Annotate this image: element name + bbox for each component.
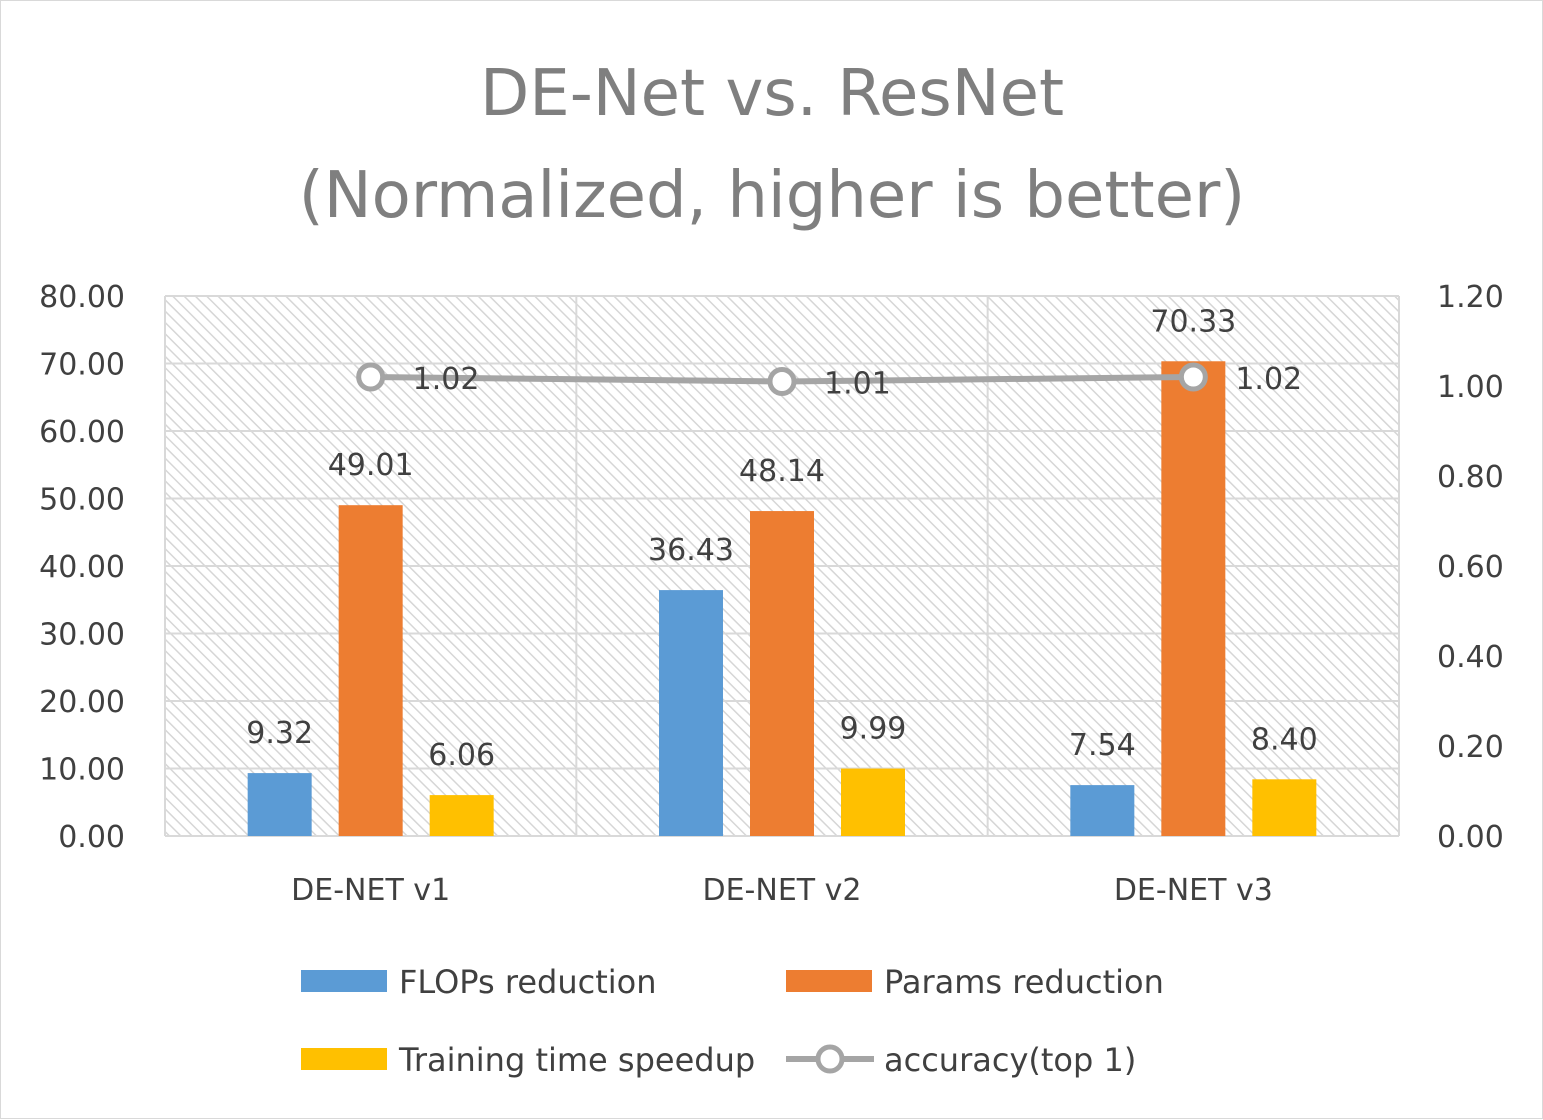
y-right-tick-label: 1.20 <box>1437 280 1504 315</box>
data-label-accuracy-top-1-de-net-v3: 1.02 <box>1235 362 1302 397</box>
data-label-training-time-speedup-de-net-v2: 9.99 <box>840 712 907 747</box>
y-left-tick-label: 70.00 <box>39 348 125 383</box>
bar-params-reduction-de-net-v2 <box>750 511 814 836</box>
y-left-tick-label: 0.00 <box>58 820 125 855</box>
y-right-tick-label: 0.00 <box>1437 820 1504 855</box>
y-left-tick-label: 20.00 <box>39 685 125 720</box>
legend-swatch-params-reduction <box>786 970 872 992</box>
y-left-tick-label: 10.00 <box>39 753 125 788</box>
bar-flops-reduction-de-net-v1 <box>247 773 312 836</box>
y-right-tick-label: 1.00 <box>1437 370 1504 405</box>
bar-training-time-speedup-de-net-v1 <box>429 795 494 836</box>
y-axis-left: 0.00 10.00 20.00 30.00 40.00 50.00 60.00 70.00 8… <box>39 280 125 855</box>
y-left-tick-label: 60.00 <box>39 415 125 450</box>
bar-series-group <box>247 361 1317 836</box>
bar-training-time-speedup-de-net-v2 <box>841 768 905 836</box>
data-label-accuracy-top-1-de-net-v2: 1.01 <box>824 367 891 402</box>
data-label-flops-reduction-de-net-v2: 36.43 <box>648 533 734 568</box>
point-accuracy-top-1-de-net-v3 <box>1178 362 1208 392</box>
legend-label-accuracy-top-1: accuracy(top 1) <box>884 1041 1136 1079</box>
y-left-tick-label: 40.00 <box>39 550 125 585</box>
data-label-training-time-speedup-de-net-v3: 8.40 <box>1251 722 1318 757</box>
point-accuracy-top-1-de-net-v2 <box>767 367 797 396</box>
y-left-tick-label: 30.00 <box>39 618 125 653</box>
y-left-tick-label: 50.00 <box>39 483 125 518</box>
bar-flops-reduction-de-net-v2 <box>659 590 723 836</box>
bar-params-reduction-de-net-v1 <box>338 505 403 836</box>
data-label-params-reduction-de-net-v3: 70.33 <box>1150 304 1236 339</box>
x-tick-label-de-net-v3: DE-NET v3 <box>1114 873 1273 908</box>
chart-title-line-2: (Normalized, higher is better) <box>299 159 1245 233</box>
y-right-tick-label: 0.20 <box>1437 730 1504 765</box>
data-label-params-reduction-de-net-v1: 49.01 <box>328 448 414 483</box>
data-label-flops-reduction-de-net-v1: 9.32 <box>246 716 313 751</box>
legend-label-params-reduction: Params reduction <box>884 963 1164 1001</box>
data-label-training-time-speedup-de-net-v1: 6.06 <box>428 738 495 773</box>
data-label-accuracy-top-1-de-net-v1: 1.02 <box>413 362 480 397</box>
y-left-tick-label: 80.00 <box>39 280 125 315</box>
point-accuracy-top-1-de-net-v1 <box>356 362 386 392</box>
chart-title-line-1: DE-Net vs. ResNet <box>480 57 1064 131</box>
legend-swatch-training-time-speedup <box>301 1048 387 1070</box>
y-right-tick-label: 0.80 <box>1437 460 1504 495</box>
legend-label-training-time-speedup: Training time speedup <box>398 1041 755 1079</box>
x-tick-label-de-net-v2: DE-NET v2 <box>703 873 862 908</box>
y-axis-right: 0.00 0.20 0.40 0.60 0.80 1.00 1.20 <box>1437 280 1504 855</box>
y-right-tick-label: 0.40 <box>1437 640 1504 675</box>
data-labels-group: 9.32 36.43 7.54 49.01 48.14 70.33 6.06 9.99 8.40… <box>246 304 1317 773</box>
legend: FLOPs reduction Params reduction Training … <box>301 963 1164 1079</box>
data-label-flops-reduction-de-net-v3: 7.54 <box>1069 728 1136 763</box>
legend-swatch-flops-reduction <box>301 970 387 992</box>
bar-params-reduction-de-net-v3 <box>1161 361 1226 836</box>
data-label-params-reduction-de-net-v2: 48.14 <box>739 454 825 489</box>
legend-marker-accuracy-top-1 <box>815 1044 845 1074</box>
y-right-tick-label: 0.60 <box>1437 550 1504 585</box>
bar-flops-reduction-de-net-v3 <box>1070 785 1135 836</box>
x-tick-label-de-net-v1: DE-NET v1 <box>291 873 450 908</box>
line-series-group <box>356 362 1208 396</box>
legend-label-flops-reduction: FLOPs reduction <box>399 963 656 1001</box>
bar-training-time-speedup-de-net-v3 <box>1252 779 1317 836</box>
x-axis: DE-NET v1 DE-NET v2 DE-NET v3 <box>291 873 1273 908</box>
